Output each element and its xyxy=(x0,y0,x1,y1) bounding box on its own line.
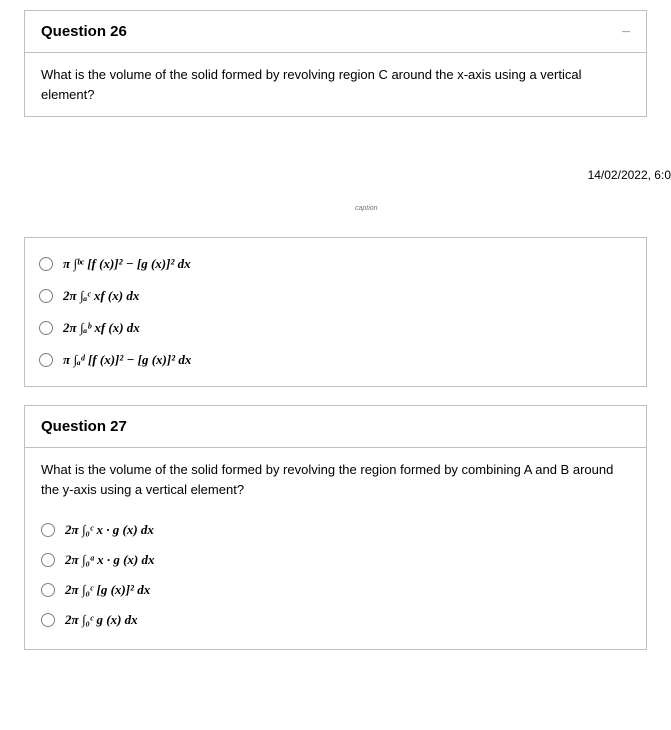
question-26-header-right: — xyxy=(622,27,630,36)
tiny-caption: caption xyxy=(355,205,378,212)
q26-radio-1[interactable] xyxy=(39,289,53,303)
q27-option-3[interactable]: 2π ∫₀ᶜ g (x) dx xyxy=(41,605,630,635)
q26-radio-3[interactable] xyxy=(39,353,53,367)
question-27-card: Question 27 What is the volume of the so… xyxy=(24,405,647,650)
q27-radio-1[interactable] xyxy=(41,553,55,567)
q27-option-2-label: 2π ∫₀ᶜ [g (x)]² dx xyxy=(65,582,150,598)
q27-radio-3[interactable] xyxy=(41,613,55,627)
q27-option-3-label: 2π ∫₀ᶜ g (x) dx xyxy=(65,612,138,628)
q26-radio-0[interactable] xyxy=(39,257,53,271)
q27-radio-0[interactable] xyxy=(41,523,55,537)
q27-option-0[interactable]: 2π ∫₀ᶜ x · g (x) dx xyxy=(41,515,630,545)
q27-option-1[interactable]: 2π ∫₀ᵃ x · g (x) dx xyxy=(41,545,630,575)
q27-option-1-label: 2π ∫₀ᵃ x · g (x) dx xyxy=(65,552,155,568)
q26-radio-2[interactable] xyxy=(39,321,53,335)
q26-option-3-label: π ∫ₐᵈ [f (x)]² − [g (x)]² dx xyxy=(63,352,191,368)
spacer xyxy=(0,135,671,207)
question-26-header: Question 26 — xyxy=(25,11,646,53)
q26-option-1[interactable]: 2π ∫ₐᶜ xf (x) dx xyxy=(39,280,632,312)
page-timestamp: 14/02/2022, 6:0 xyxy=(588,168,671,182)
question-27-prompt: What is the volume of the solid formed b… xyxy=(25,448,646,511)
q26-option-3[interactable]: π ∫ₐᵈ [f (x)]² − [g (x)]² dx xyxy=(39,344,632,376)
question-26-title: Question 26 xyxy=(41,23,127,40)
q27-option-2[interactable]: 2π ∫₀ᶜ [g (x)]² dx xyxy=(41,575,630,605)
question-27-header: Question 27 xyxy=(25,406,646,448)
q26-option-1-label: 2π ∫ₐᶜ xf (x) dx xyxy=(63,288,139,304)
q26-option-0-label: π ∫ᵇᶜ [f (x)]² − [g (x)]² dx xyxy=(63,256,191,272)
q26-option-2-label: 2π ∫ₐᵇ xf (x) dx xyxy=(63,320,140,336)
q26-option-0[interactable]: π ∫ᵇᶜ [f (x)]² − [g (x)]² dx xyxy=(39,248,632,280)
question-27-title: Question 27 xyxy=(41,418,127,435)
q27-option-0-label: 2π ∫₀ᶜ x · g (x) dx xyxy=(65,522,154,538)
q26-option-2[interactable]: 2π ∫ₐᵇ xf (x) dx xyxy=(39,312,632,344)
question-26-prompt: What is the volume of the solid formed b… xyxy=(25,53,646,116)
question-26-card: Question 26 — What is the volume of the … xyxy=(24,10,647,117)
question-27-options: 2π ∫₀ᶜ x · g (x) dx 2π ∫₀ᵃ x · g (x) dx … xyxy=(25,511,646,649)
q27-radio-2[interactable] xyxy=(41,583,55,597)
question-26-options: π ∫ᵇᶜ [f (x)]² − [g (x)]² dx 2π ∫ₐᶜ xf (… xyxy=(24,237,647,387)
